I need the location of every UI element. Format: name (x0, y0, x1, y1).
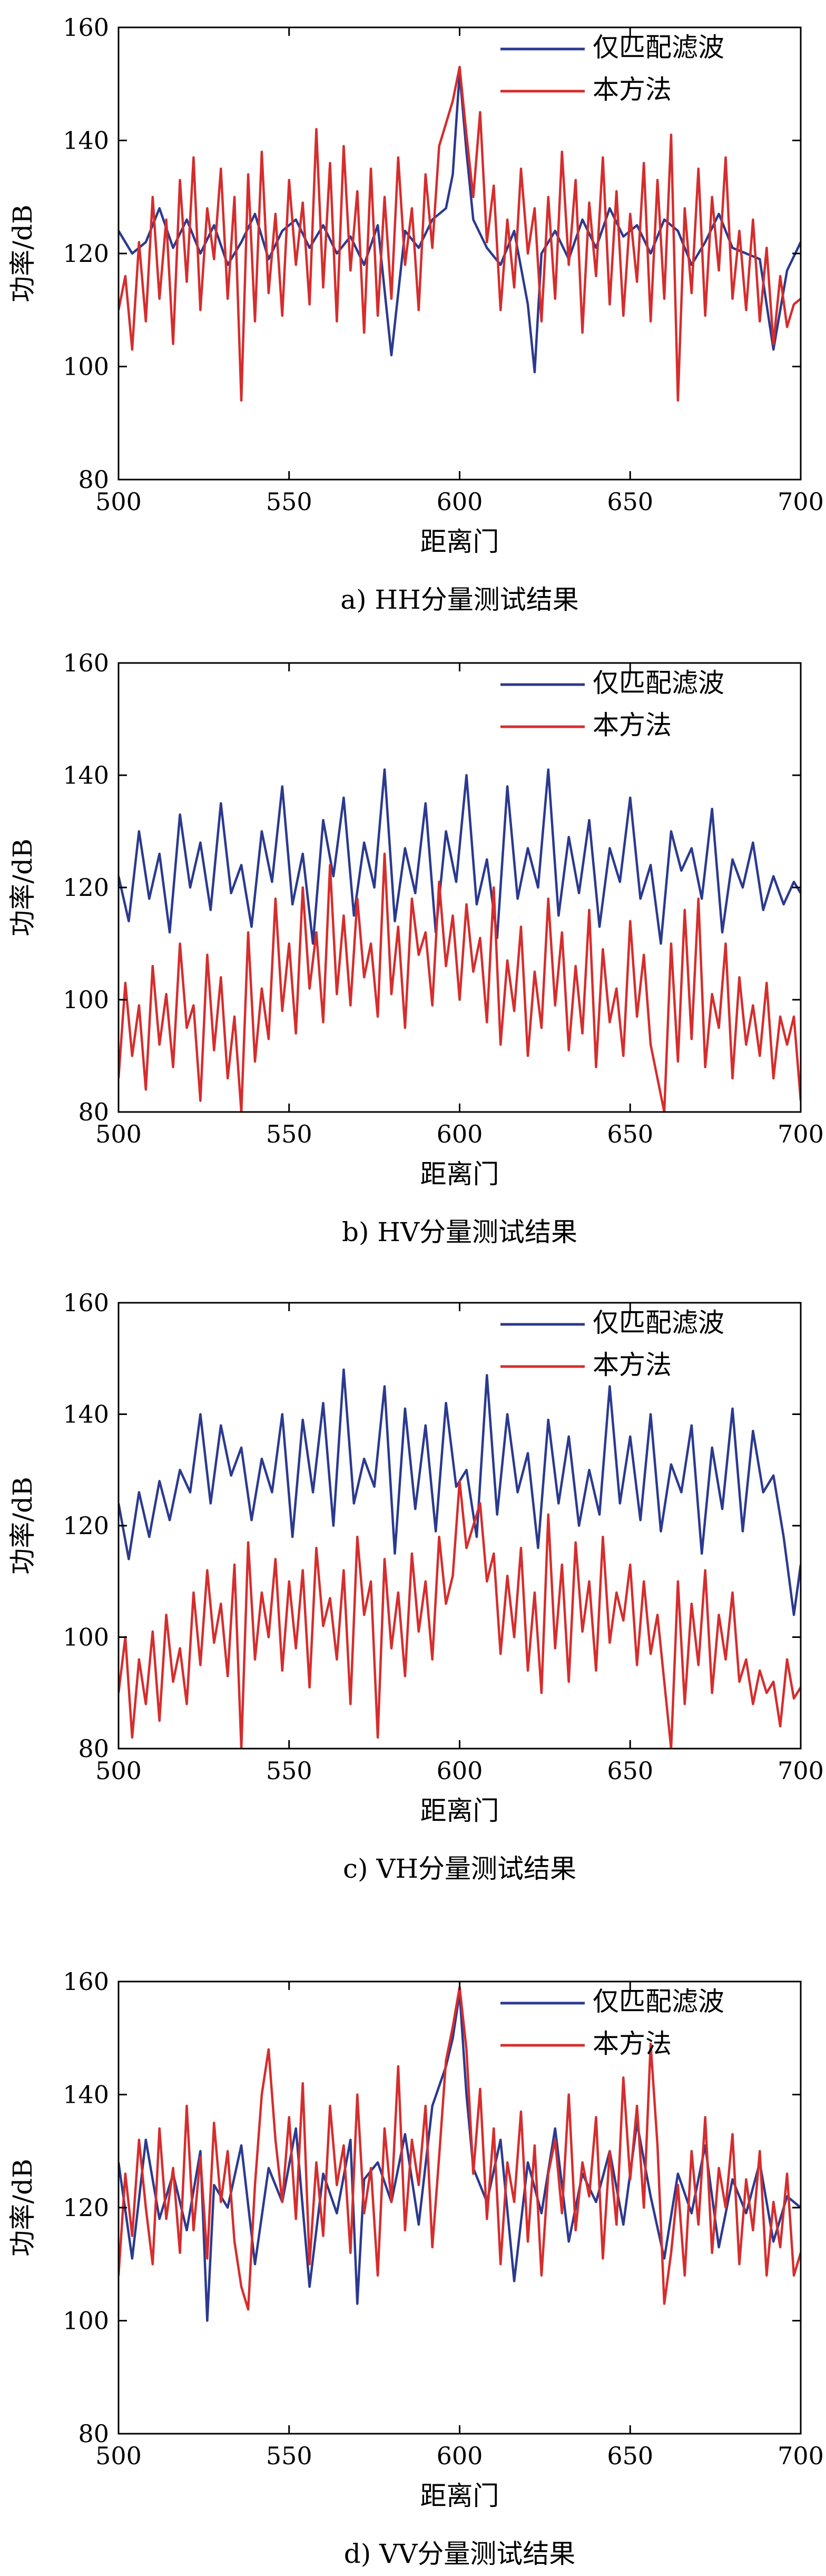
chart-panel-2: 500 550 600 650 700 80 100 120 140 160 距离门 功率/dB 仅匹配… (7, 649, 824, 1247)
panel-caption: c) VH分量测试结果 (343, 1853, 576, 1884)
x-axis-label: 距离门 (420, 526, 499, 557)
y-tick-label: 120 (63, 2193, 109, 2222)
x-tick-label: 550 (266, 1120, 312, 1148)
series-line-proposed-method (119, 852, 801, 1112)
x-tick-label: 700 (778, 2442, 824, 2470)
series-line-proposed-method (119, 1986, 801, 2311)
y-axis-label: 功率/dB (7, 204, 38, 303)
x-tick-label: 500 (95, 487, 142, 516)
chart-panel-4: 500 550 600 650 700 80 100 120 140 160 距离门 功率/dB 仅匹配… (7, 1967, 824, 2569)
y-tick-label: 120 (63, 239, 109, 268)
legend-label: 仅匹配滤波 (593, 1307, 724, 1338)
x-tick-label: 650 (607, 2442, 653, 2470)
x-axis-label: 距离门 (420, 1159, 499, 1189)
legend-label: 本方法 (593, 2028, 672, 2059)
y-tick-label: 80 (78, 1734, 109, 1763)
x-tick-label: 500 (95, 1757, 142, 1785)
legend-label: 本方法 (593, 74, 672, 105)
x-tick-label: 650 (607, 1120, 653, 1148)
y-tick-label: 100 (63, 985, 109, 1014)
y-tick-label: 80 (78, 1098, 109, 1126)
legend-label: 仅匹配滤波 (593, 32, 724, 63)
y-tick-label: 140 (63, 126, 109, 155)
y-axis-label: 功率/dB (7, 838, 38, 936)
y-tick-label: 100 (63, 1623, 109, 1652)
y-tick-label: 160 (63, 13, 109, 42)
legend-label: 本方法 (593, 710, 672, 740)
legend-label: 仅匹配滤波 (593, 1986, 724, 2017)
x-tick-label: 700 (778, 1757, 824, 1785)
panel-caption: a) HH分量测试结果 (340, 584, 578, 615)
y-axis-label: 功率/dB (7, 2159, 38, 2257)
y-tick-label: 140 (63, 761, 109, 789)
series-line-matched-filter (119, 768, 801, 945)
legend-label: 本方法 (593, 1350, 672, 1380)
x-tick-label: 500 (95, 2442, 142, 2470)
x-axis-label: 距离门 (420, 2481, 499, 2511)
panel-caption: b) HV分量测试结果 (342, 1217, 577, 1247)
y-tick-label: 100 (63, 2307, 109, 2335)
x-tick-label: 600 (437, 2442, 483, 2470)
panel-caption: d) VV分量测试结果 (344, 2539, 576, 2569)
y-tick-label: 160 (63, 1967, 109, 1996)
series-line-proposed-method (119, 65, 801, 402)
x-tick-label: 550 (266, 2442, 312, 2470)
x-tick-label: 700 (778, 487, 824, 516)
x-tick-label: 550 (266, 1757, 312, 1785)
x-axis-label: 距离门 (420, 1796, 499, 1826)
x-tick-label: 700 (778, 1120, 824, 1148)
y-tick-label: 140 (63, 2081, 109, 2109)
y-tick-label: 140 (63, 1400, 109, 1429)
x-tick-label: 600 (437, 487, 483, 516)
x-tick-label: 600 (437, 1120, 483, 1148)
x-tick-label: 650 (607, 1757, 653, 1785)
y-tick-label: 80 (78, 2419, 109, 2448)
y-tick-label: 120 (63, 1511, 109, 1540)
x-tick-label: 500 (95, 1120, 142, 1148)
series-line-proposed-method (119, 1480, 801, 1749)
series-line-matched-filter (119, 1368, 801, 1616)
chart-panel-1: 500 550 600 650 700 80 100 120 140 160 距离门 功率/dB 仅匹配… (7, 13, 824, 615)
series-line-matched-filter (119, 71, 801, 374)
y-tick-label: 120 (63, 873, 109, 902)
series-line-matched-filter (119, 1992, 801, 2322)
x-tick-label: 650 (607, 487, 653, 516)
legend-label: 仅匹配滤波 (593, 668, 724, 698)
x-tick-label: 550 (266, 487, 312, 516)
y-tick-label: 80 (78, 465, 109, 494)
y-tick-label: 100 (63, 353, 109, 381)
y-axis-label: 功率/dB (7, 1477, 38, 1575)
chart-panel-3: 500 550 600 650 700 80 100 120 140 160 距离门 功率/dB 仅匹配… (7, 1289, 824, 1884)
y-tick-label: 160 (63, 649, 109, 677)
x-tick-label: 600 (437, 1757, 483, 1785)
y-tick-label: 160 (63, 1289, 109, 1317)
